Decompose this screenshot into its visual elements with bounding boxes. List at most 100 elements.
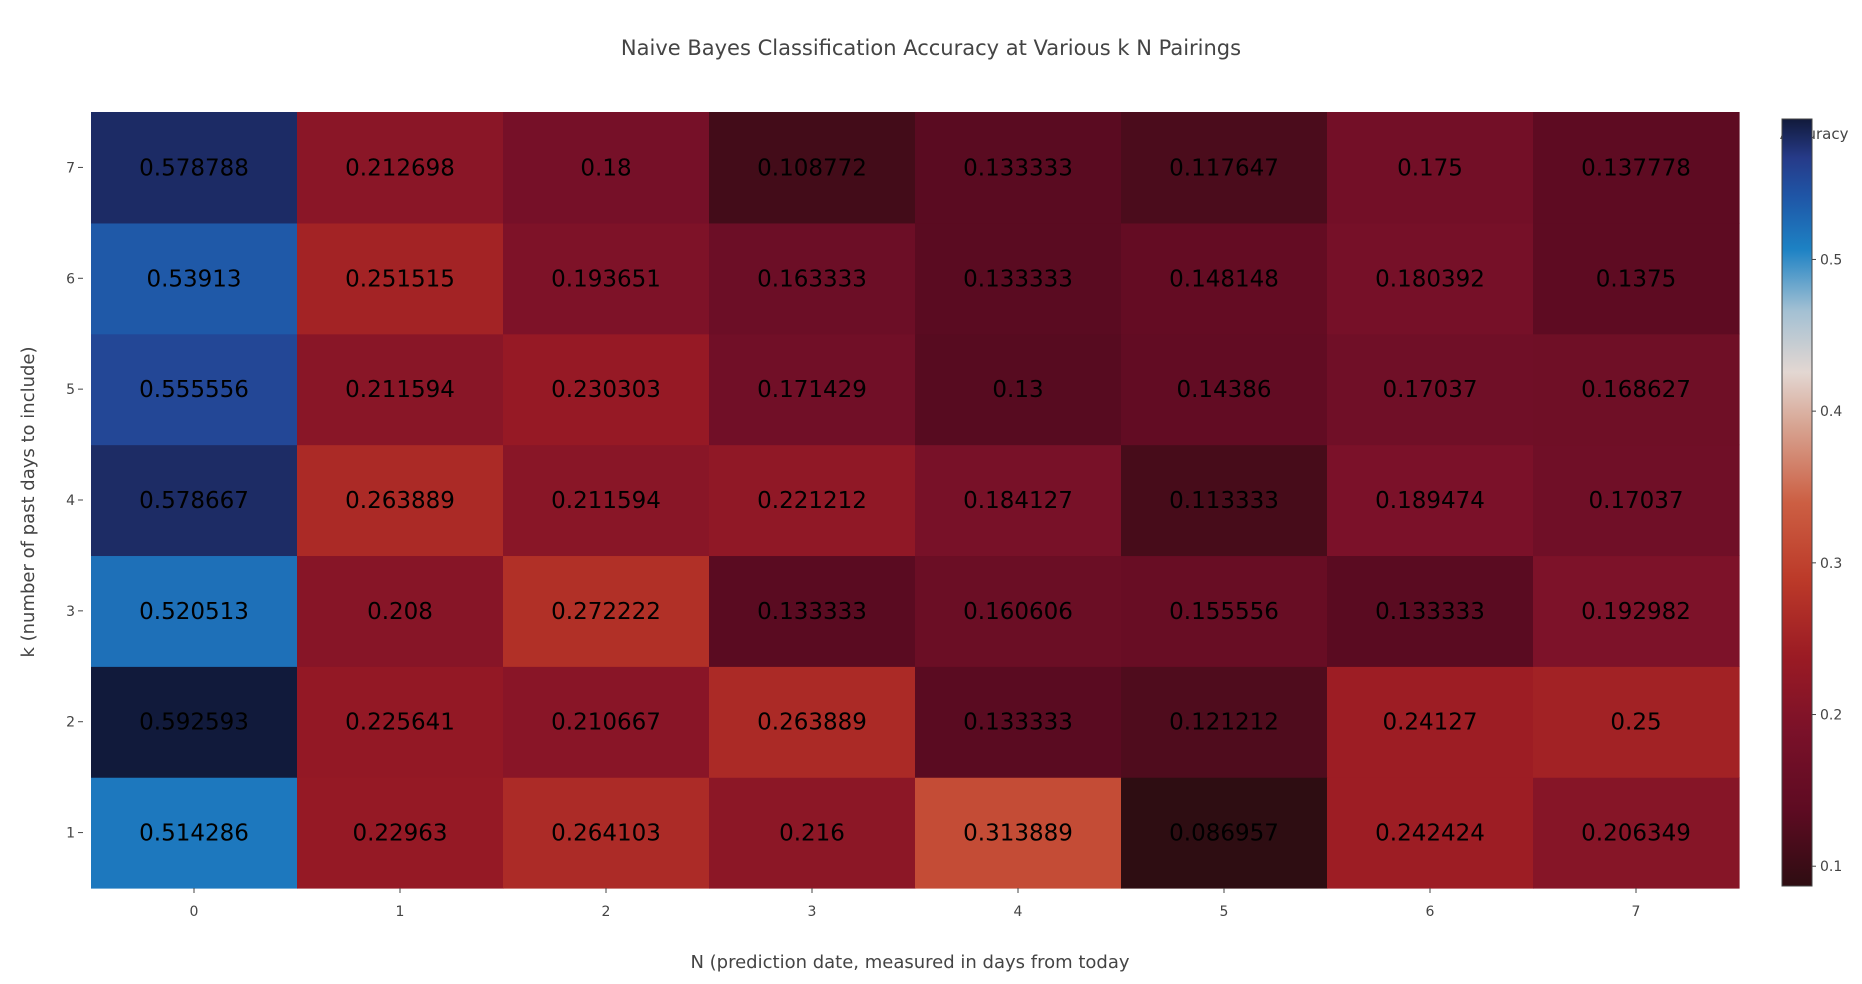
cell-value-label: 0.555556 [139,377,249,403]
heatmap-cell [1533,444,1740,557]
heatmap-cell [915,777,1122,889]
cell-value-label: 0.251515 [345,266,455,292]
heatmap-cell [1121,222,1328,335]
cell-value-label: 0.193651 [551,266,661,292]
cell-value-label: 0.272222 [551,599,661,625]
heatmap-cell [709,444,916,557]
y-tick-label: 6 [66,271,75,287]
cell-value-label: 0.206349 [1581,821,1691,847]
cell-value-label: 0.137778 [1581,155,1691,181]
heatmap-cell [915,112,1122,224]
heatmap-cell [297,333,504,446]
x-axis-ticks: 0 1 2 3 4 5 6 7 [190,888,1641,920]
cell-value-label: 0.155556 [1169,599,1279,625]
cell-value-label: 0.514286 [139,821,249,847]
y-tick-label: 5 [66,382,75,398]
cell-value-label: 0.160606 [963,599,1073,625]
cell-value-label: 0.24127 [1382,710,1477,736]
x-tick-label: 6 [1426,904,1435,920]
heatmap-cell [1327,444,1534,557]
cell-value-label: 0.212698 [345,155,455,181]
cell-value-label: 0.133333 [963,710,1073,736]
heatmap-cell [709,666,916,778]
cell-value-label: 0.108772 [757,155,867,181]
y-tick-label: 2 [66,715,75,731]
y-axis-label: k (number of past days to include) [18,346,39,657]
heatmap-cells: 0.514286 0.22963 0.264103 0.216 0.313889 0.08… [91,112,1740,889]
cell-value-label: 0.121212 [1169,710,1279,736]
heatmap-cell [91,555,298,667]
heatmap-cell [709,555,916,667]
y-tick-label: 1 [66,826,75,842]
colorbar-ticks: 0.1 0.2 0.3 0.4 0.5 [1812,252,1842,875]
cell-value-label: 0.171429 [757,377,867,403]
chart-title: Naive Bayes Classification Accuracy at V… [621,36,1241,60]
cell-value-label: 0.211594 [345,377,455,403]
heatmap-cell [1327,112,1534,224]
heatmap-cell [297,666,504,778]
cell-value-label: 0.216 [779,821,845,847]
heatmap-cell [297,444,504,557]
cell-value-label: 0.133333 [963,155,1073,181]
heatmap-cell [503,777,710,889]
heatmap-cell [1533,112,1740,224]
cell-value-label: 0.221212 [757,488,867,514]
cell-value-label: 0.117647 [1169,155,1279,181]
heatmap-cell [91,777,298,889]
heatmap-cell [1327,555,1534,667]
cell-value-label: 0.263889 [757,710,867,736]
heatmap-cell [297,555,504,667]
heatmap-cell [1121,555,1328,667]
heatmap-cell [91,444,298,557]
cell-value-label: 0.53913 [146,266,241,292]
heatmap-cell [915,222,1122,335]
colorbar-tick-label: 0.1 [1820,859,1842,875]
heatmap-cell [1533,666,1740,778]
cell-value-label: 0.313889 [963,821,1073,847]
cell-value-label: 0.14386 [1176,377,1271,403]
heatmap-cell [1121,444,1328,557]
heatmap-cell [503,666,710,778]
cell-value-label: 0.113333 [1169,488,1279,514]
cell-value-label: 0.180392 [1375,266,1485,292]
cell-value-label: 0.520513 [139,599,249,625]
cell-value-label: 0.18 [580,155,631,181]
heatmap-cell [1327,777,1534,889]
cell-value-label: 0.148148 [1169,266,1279,292]
heatmap-cell [1533,555,1740,667]
y-axis-ticks: 1 2 3 4 5 6 7 [66,160,83,842]
cell-value-label: 0.184127 [963,488,1073,514]
cell-value-label: 0.175 [1397,155,1463,181]
heatmap-cell [1327,333,1534,446]
heatmap-cell [1121,333,1328,446]
cell-value-label: 0.25 [1610,710,1661,736]
heatmap-cell [915,444,1122,557]
cell-value-label: 0.189474 [1375,488,1485,514]
heatmap-cell [91,222,298,335]
cell-value-label: 0.133333 [757,599,867,625]
heatmap-cell [503,444,710,557]
cell-value-label: 0.592593 [139,710,249,736]
cell-value-label: 0.208 [367,599,433,625]
colorbar-tick-label: 0.5 [1820,252,1842,268]
x-tick-label: 0 [190,904,199,920]
heatmap-cell [709,112,916,224]
y-tick-label: 3 [66,604,75,620]
x-tick-label: 7 [1632,904,1641,920]
cell-value-label: 0.210667 [551,710,661,736]
colorbar-bar [1781,118,1813,887]
heatmap-cell [915,555,1122,667]
heatmap-cell [709,222,916,335]
cell-value-label: 0.168627 [1581,377,1691,403]
cell-value-label: 0.17037 [1382,377,1477,403]
heatmap-cell [91,333,298,446]
heatmap-cell [297,222,504,335]
cell-value-label: 0.264103 [551,821,661,847]
cell-value-label: 0.22963 [352,821,447,847]
cell-value-label: 0.225641 [345,710,455,736]
heatmap-cell [1121,112,1328,224]
cell-value-label: 0.263889 [345,488,455,514]
x-tick-label: 4 [1014,904,1023,920]
colorbar-tick-label: 0.2 [1820,708,1842,724]
